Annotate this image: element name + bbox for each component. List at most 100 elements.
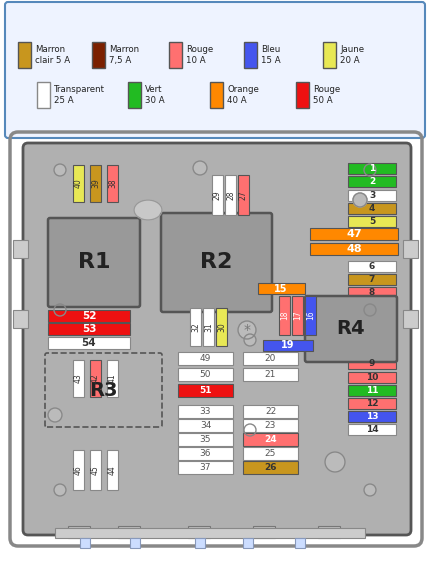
Text: Marron
clair 5 A: Marron clair 5 A [35, 46, 70, 65]
Bar [178, 447, 233, 460]
Text: R1: R1 [78, 252, 110, 272]
Bar [348, 358, 396, 369]
Bar [292, 296, 303, 335]
Circle shape [325, 452, 345, 472]
Text: 52: 52 [82, 311, 96, 321]
Bar [18, 42, 31, 68]
Text: 3: 3 [369, 191, 375, 200]
Circle shape [54, 484, 66, 496]
Text: 24: 24 [264, 435, 277, 444]
Bar [243, 419, 298, 432]
Bar [90, 165, 101, 202]
Bar [243, 352, 298, 365]
Circle shape [364, 164, 376, 176]
Bar [348, 261, 396, 272]
Bar [92, 42, 105, 68]
Text: *: * [243, 323, 251, 337]
Bar [348, 203, 396, 214]
Bar [238, 175, 249, 215]
Bar [73, 450, 84, 490]
Bar [169, 42, 182, 68]
Bar [178, 384, 233, 397]
Text: 40: 40 [74, 179, 83, 188]
FancyBboxPatch shape [5, 2, 425, 138]
Bar [348, 372, 396, 383]
Bar [310, 243, 398, 255]
Text: 19: 19 [281, 340, 295, 351]
Text: 29: 29 [213, 190, 222, 200]
Bar [37, 82, 50, 108]
Bar [90, 360, 101, 397]
Text: Bleu
15 A: Bleu 15 A [261, 46, 281, 65]
FancyBboxPatch shape [23, 143, 411, 535]
FancyBboxPatch shape [48, 218, 140, 307]
Text: 38: 38 [108, 179, 117, 188]
Text: 28: 28 [226, 190, 235, 200]
Text: 47: 47 [346, 229, 362, 239]
Bar [48, 310, 130, 322]
Bar [107, 360, 118, 397]
Bar [212, 175, 223, 215]
Bar [348, 411, 396, 422]
Text: 30: 30 [217, 322, 226, 332]
FancyBboxPatch shape [305, 296, 397, 362]
Text: R2: R2 [200, 252, 233, 272]
Bar [295, 538, 305, 548]
Bar [190, 308, 201, 346]
Bar [244, 42, 257, 68]
Bar [243, 368, 298, 381]
Bar [13, 310, 28, 328]
Bar [253, 526, 275, 538]
Text: 26: 26 [264, 463, 277, 472]
Text: 37: 37 [200, 463, 211, 472]
Text: 51: 51 [199, 386, 212, 395]
Bar [203, 308, 214, 346]
Bar [225, 175, 236, 215]
Text: Vert
30 A: Vert 30 A [145, 85, 165, 105]
Bar [68, 526, 90, 538]
Text: 35: 35 [200, 435, 211, 444]
Bar [348, 287, 396, 298]
Bar [348, 274, 396, 285]
Bar [296, 82, 309, 108]
FancyBboxPatch shape [161, 213, 272, 312]
Text: 7: 7 [369, 275, 375, 284]
Bar [178, 419, 233, 432]
Bar [348, 385, 396, 396]
Text: 11: 11 [366, 386, 378, 395]
Text: 45: 45 [91, 465, 100, 475]
Bar [243, 405, 298, 418]
Bar [13, 240, 28, 258]
Text: 43: 43 [74, 374, 83, 384]
Bar [90, 450, 101, 490]
Bar [243, 461, 298, 474]
Circle shape [244, 334, 256, 346]
Text: 53: 53 [82, 324, 96, 334]
Bar [80, 538, 90, 548]
Text: 33: 33 [200, 407, 211, 416]
Text: 5: 5 [369, 217, 375, 226]
Text: R3: R3 [89, 381, 118, 400]
Text: 34: 34 [200, 421, 211, 430]
Text: 42: 42 [91, 374, 100, 383]
Bar [128, 82, 141, 108]
Bar [403, 310, 418, 328]
Bar [323, 42, 336, 68]
Circle shape [244, 424, 256, 436]
Bar [348, 398, 396, 409]
Bar [348, 424, 396, 435]
Bar [258, 283, 305, 294]
Text: 41: 41 [108, 374, 117, 383]
Text: 14: 14 [366, 425, 378, 434]
Text: 9: 9 [369, 359, 375, 368]
Text: 16: 16 [306, 310, 315, 320]
Circle shape [364, 484, 376, 496]
Bar [318, 526, 340, 538]
Bar [348, 216, 396, 227]
Bar [178, 368, 233, 381]
Text: Marron
7,5 A: Marron 7,5 A [109, 46, 139, 65]
Text: 1: 1 [369, 164, 375, 173]
Bar [243, 447, 298, 460]
Text: 48: 48 [346, 244, 362, 254]
Text: Jaune
20 A: Jaune 20 A [340, 46, 364, 65]
